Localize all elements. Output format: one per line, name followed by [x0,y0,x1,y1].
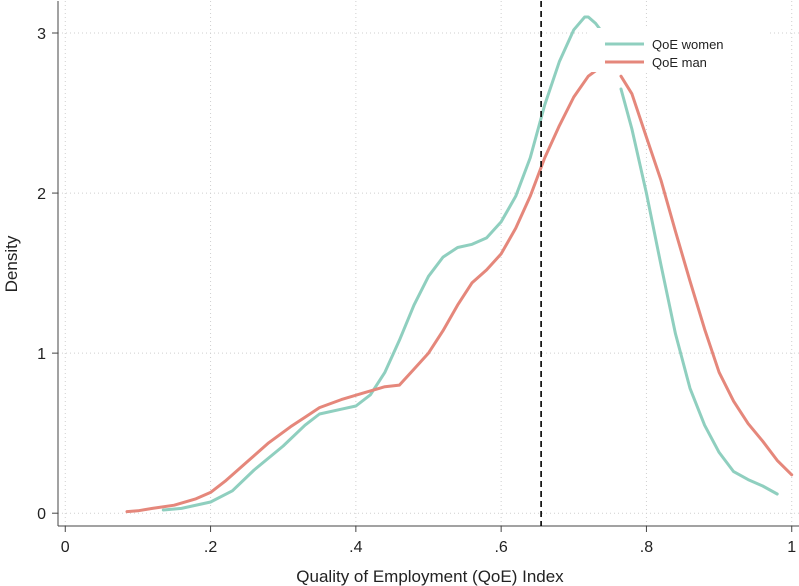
y-tick-label: 1 [37,346,46,363]
legend: QoE women QoE man [590,28,770,72]
legend-label-man: QoE man [652,55,707,70]
series [125,15,794,514]
series-line-3 [619,74,794,477]
x-tick-label: 1 [787,539,796,556]
x-axis-title: Quality of Employment (QoE) Index [296,567,564,586]
legend-background [590,28,770,72]
x-tick-label: .8 [640,539,653,556]
grid [58,1,799,526]
y-tick-label: 2 [37,186,46,203]
x-tick-label: .4 [349,539,362,556]
axes [57,1,799,527]
y-axis-title: Density [2,235,21,292]
series-line-0 [161,15,605,512]
y-tick-label: 3 [37,26,46,43]
series-line-1 [619,87,779,496]
tick-labels: 0 .2 .4 .6 .8 1 0 1 2 3 [37,26,796,556]
x-tick-label: 0 [61,539,70,556]
legend-label-women: QoE women [652,37,724,52]
x-tick-label: .6 [494,539,507,556]
y-tick-label: 0 [37,506,46,523]
series-line-2 [125,66,608,514]
x-tick-label: .2 [204,539,217,556]
